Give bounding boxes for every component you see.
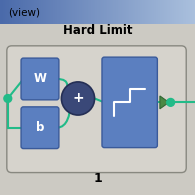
Circle shape (61, 82, 95, 115)
Polygon shape (160, 96, 169, 109)
FancyBboxPatch shape (102, 57, 157, 148)
Text: 1: 1 (93, 172, 102, 185)
Circle shape (4, 95, 12, 102)
Text: (view): (view) (8, 7, 40, 17)
Text: +: + (72, 90, 84, 105)
Text: b: b (36, 121, 44, 134)
Text: Hard Limit: Hard Limit (63, 24, 132, 37)
FancyBboxPatch shape (21, 58, 59, 100)
Circle shape (167, 98, 175, 106)
FancyBboxPatch shape (7, 46, 186, 173)
Text: W: W (34, 73, 46, 85)
FancyBboxPatch shape (21, 107, 59, 149)
